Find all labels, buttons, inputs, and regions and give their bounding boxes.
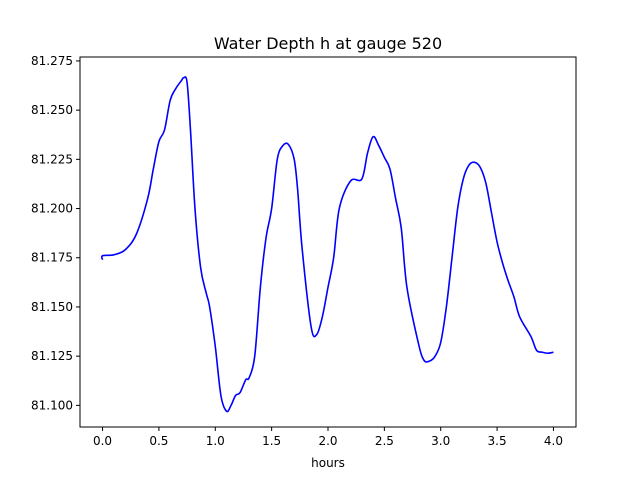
x-tick-label: 0.0 — [93, 434, 112, 448]
y-tick-label: 81.200 — [31, 202, 73, 216]
x-tick-label: 2.5 — [375, 434, 394, 448]
x-tick-label: 1.0 — [206, 434, 225, 448]
y-tick-label: 81.100 — [31, 398, 73, 412]
y-tick-label: 81.175 — [31, 251, 73, 265]
y-tick-label: 81.250 — [31, 103, 73, 117]
x-tick-label: 4.0 — [544, 434, 563, 448]
y-tick-label: 81.275 — [31, 54, 73, 68]
plot-area — [100, 76, 554, 413]
x-tick-label: 3.5 — [488, 434, 507, 448]
x-tick-label: 1.5 — [262, 434, 281, 448]
x-tick-label: 2.0 — [318, 434, 337, 448]
y-tick-label: 81.150 — [31, 300, 73, 314]
x-tick-label: 3.0 — [431, 434, 450, 448]
y-tick-label: 81.225 — [31, 152, 73, 166]
chart-title: Water Depth h at gauge 520 — [214, 34, 442, 53]
series-line — [100, 76, 554, 413]
x-axis: 0.0 0.5 1.0 1.5 2.0 2.5 3.0 3.5 4.0 — [93, 427, 563, 448]
y-tick-label: 81.125 — [31, 349, 73, 363]
x-tick-label: 0.5 — [149, 434, 168, 448]
axes-frame — [79, 56, 577, 428]
x-axis-label: hours — [311, 456, 345, 470]
y-axis: 81.100 81.125 81.150 81.175 81.200 81.225 81.2… — [31, 54, 80, 412]
